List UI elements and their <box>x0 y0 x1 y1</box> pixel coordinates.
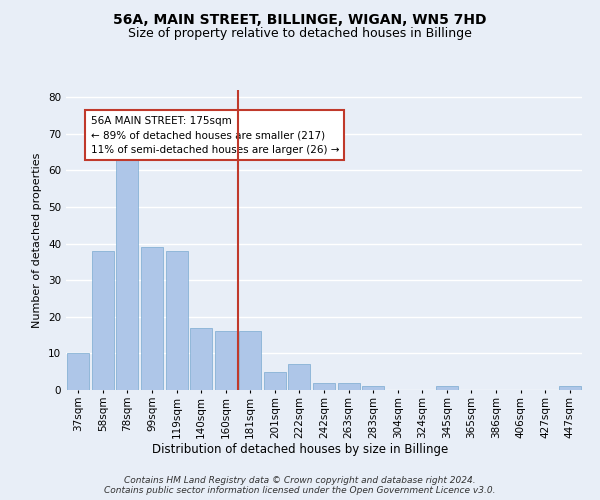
Text: Distribution of detached houses by size in Billinge: Distribution of detached houses by size … <box>152 442 448 456</box>
Text: Contains HM Land Registry data © Crown copyright and database right 2024.
Contai: Contains HM Land Registry data © Crown c… <box>104 476 496 495</box>
Bar <box>362 386 384 390</box>
Bar <box>141 248 163 390</box>
Text: 56A MAIN STREET: 175sqm
← 89% of detached houses are smaller (217)
11% of semi-d: 56A MAIN STREET: 175sqm ← 89% of detache… <box>91 116 339 155</box>
Bar <box>338 382 359 390</box>
Text: Size of property relative to detached houses in Billinge: Size of property relative to detached ho… <box>128 28 472 40</box>
Bar <box>559 386 581 390</box>
Bar <box>166 251 188 390</box>
Y-axis label: Number of detached properties: Number of detached properties <box>32 152 43 328</box>
Bar <box>239 332 262 390</box>
Bar <box>92 251 114 390</box>
Bar <box>313 382 335 390</box>
Bar <box>289 364 310 390</box>
Bar <box>215 332 237 390</box>
Text: 56A, MAIN STREET, BILLINGE, WIGAN, WN5 7HD: 56A, MAIN STREET, BILLINGE, WIGAN, WN5 7… <box>113 12 487 26</box>
Bar <box>190 328 212 390</box>
Bar <box>264 372 286 390</box>
Bar <box>67 354 89 390</box>
Bar <box>116 148 139 390</box>
Bar <box>436 386 458 390</box>
